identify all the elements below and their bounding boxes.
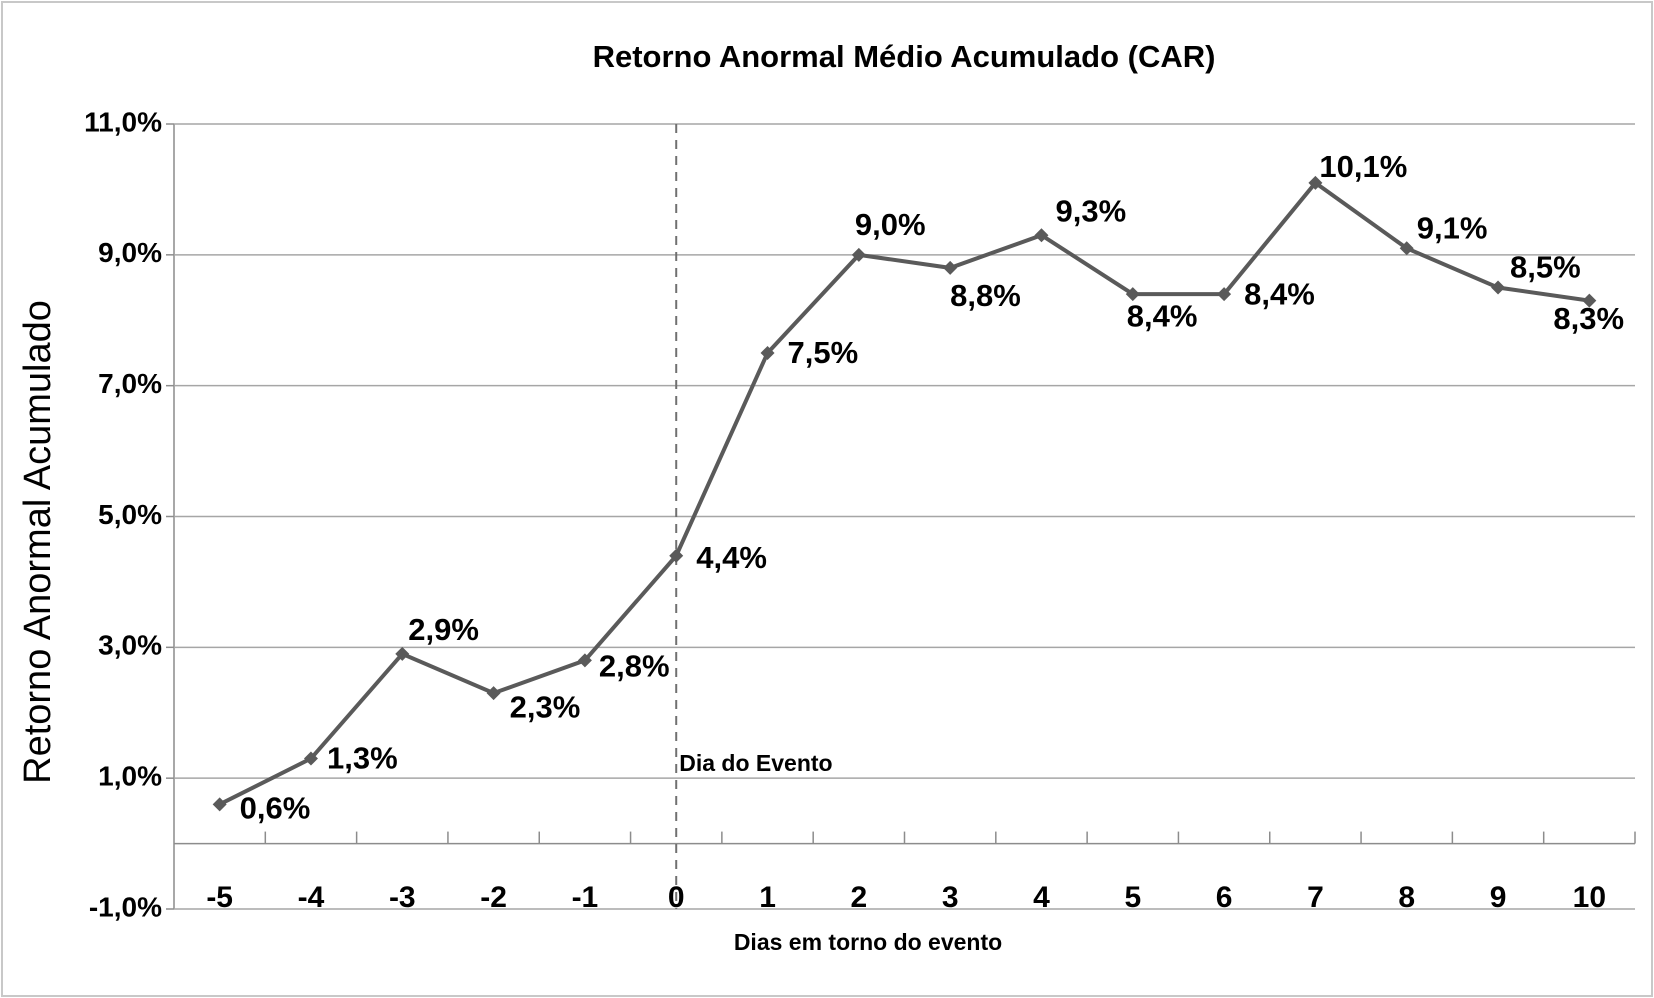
marker — [1491, 280, 1506, 295]
marker — [760, 345, 775, 360]
x-tick-label: 8 — [1398, 881, 1415, 914]
y-tick-label: -1,0% — [89, 891, 162, 922]
x-tick-label: 4 — [1033, 881, 1050, 914]
data-label: 9,3% — [1055, 193, 1126, 228]
y-tick-label: 3,0% — [98, 630, 162, 661]
marker — [303, 751, 318, 766]
x-tick-label: 2 — [851, 881, 868, 914]
x-tick-label: 1 — [759, 881, 776, 914]
marker — [943, 260, 958, 275]
y-axis-title: Retorno Anormal Acumulado — [17, 300, 59, 784]
y-tick-label: 7,0% — [98, 368, 162, 399]
data-label: 10,1% — [1319, 149, 1407, 184]
data-label: 9,0% — [855, 207, 926, 242]
y-tick-label: 5,0% — [98, 499, 162, 530]
chart-title: Retorno Anormal Médio Acumulado (CAR) — [593, 39, 1216, 74]
data-label: 8,3% — [1553, 301, 1624, 336]
data-label: 0,6% — [240, 791, 311, 826]
marker — [1582, 293, 1597, 308]
x-tick-label: -3 — [389, 881, 416, 914]
marker — [395, 646, 410, 661]
marker — [851, 247, 866, 262]
marker — [1217, 287, 1232, 302]
data-label: 1,3% — [327, 741, 398, 776]
x-tick-label: 7 — [1307, 881, 1324, 914]
data-label: 8,5% — [1510, 250, 1581, 285]
data-label: 9,1% — [1417, 210, 1488, 245]
x-tick-label: -4 — [298, 881, 325, 914]
x-tick-label: 10 — [1573, 881, 1606, 914]
x-tick-label: 6 — [1216, 881, 1233, 914]
data-label: 8,8% — [950, 278, 1021, 313]
data-label: 7,5% — [788, 335, 859, 370]
data-label: 8,4% — [1244, 276, 1315, 311]
data-label: 2,3% — [510, 689, 581, 724]
x-tick-label: 5 — [1124, 881, 1141, 914]
x-tick-label: 9 — [1490, 881, 1507, 914]
marker — [1308, 175, 1323, 190]
marker — [1125, 287, 1140, 302]
marker — [1034, 228, 1049, 243]
marker — [577, 653, 592, 668]
x-tick-label: -1 — [572, 881, 599, 914]
y-tick-label: 9,0% — [98, 237, 162, 268]
annotation: Dia do Evento — [679, 750, 832, 776]
marker — [486, 686, 501, 701]
x-tick-label: 3 — [942, 881, 959, 914]
x-axis-title: Dias em torno do evento — [734, 929, 1002, 955]
marker — [212, 797, 227, 812]
y-tick-label: 1,0% — [98, 761, 162, 792]
marker — [669, 548, 684, 563]
series-line — [218, 180, 1590, 807]
data-label: 2,8% — [599, 649, 670, 684]
x-tick-label: -2 — [480, 881, 507, 914]
data-label: 2,9% — [408, 612, 479, 647]
marker — [1399, 241, 1414, 256]
data-label: 4,4% — [696, 540, 767, 575]
data-label: 8,4% — [1127, 298, 1198, 333]
y-tick-label: 11,0% — [84, 106, 162, 137]
x-tick-label: -5 — [206, 881, 233, 914]
